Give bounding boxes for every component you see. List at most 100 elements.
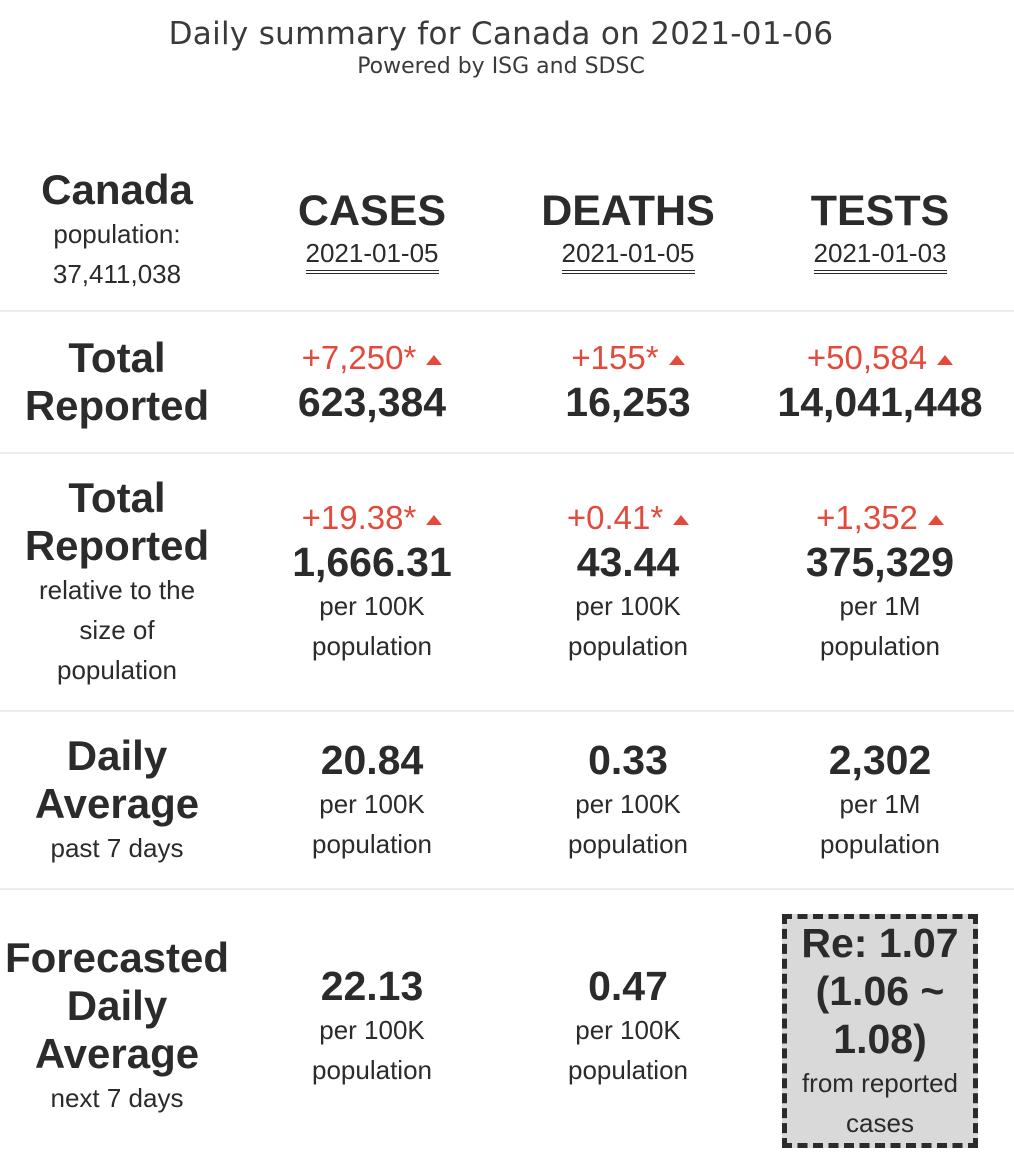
unit-line: population [312, 631, 432, 661]
cases-relative-value: 1,666.31 [292, 539, 452, 585]
unit-line: per 100K [319, 1014, 425, 1045]
daily-average-row: Daily Average past 7 days 20.84 per 100K… [0, 712, 1014, 890]
delta-text: +0.41* [566, 499, 664, 536]
row-label-line: Reported [24, 522, 210, 569]
tests-label: TESTS [810, 187, 950, 235]
tests-delta: +50,584 [806, 338, 954, 378]
tests-date: 2021-01-03 [813, 236, 947, 274]
row-sublabel: size of [79, 615, 155, 645]
unit-line: per 1M [839, 591, 921, 621]
re-value: Re: 1.07 [801, 919, 959, 966]
row-label-line: Total [68, 474, 166, 521]
deaths-average-value: 0.33 [588, 737, 668, 783]
row-sublabel: next 7 days [50, 1082, 184, 1113]
row-label-line: Reported [24, 382, 210, 429]
delta-text: +155* [571, 339, 659, 376]
row-label-line: Daily [66, 732, 168, 779]
up-triangle-icon [927, 515, 944, 525]
re-range: (1.06 ~ [815, 967, 945, 1014]
deaths-delta: +155* [571, 338, 685, 378]
deaths-total-cell: +155* 16,253 [510, 312, 746, 452]
region-cell: Canada population: 37,411,038 [0, 150, 234, 310]
deaths-date: 2021-01-05 [561, 236, 695, 274]
unit-line: population [568, 1054, 688, 1085]
up-triangle-icon [673, 515, 690, 525]
tests-delta: +1,352 [816, 498, 944, 538]
deaths-relative-cell: +0.41* 43.44 per 100K population [510, 454, 746, 710]
row-label: Total Reported relative to the size of p… [0, 454, 234, 710]
unit-line: population [820, 631, 940, 661]
tests-average-value: 2,302 [828, 737, 932, 783]
cases-forecast-value: 22.13 [320, 962, 424, 1009]
cases-average-value: 20.84 [320, 737, 424, 783]
unit-line: per 100K [575, 789, 681, 819]
deaths-delta: +0.41* [566, 498, 690, 538]
cases-delta: +19.38* [302, 498, 443, 538]
unit-line: population [568, 829, 688, 859]
unit-line: population [312, 1054, 432, 1085]
deaths-average-cell: 0.33 per 100K population [510, 712, 746, 888]
deaths-forecast-cell: 0.47 per 100K population [510, 890, 746, 1161]
cases-total-cell: +7,250* 623,384 [234, 312, 510, 452]
row-label: Forecasted Daily Average next 7 days [0, 890, 234, 1161]
row-sublabel: population [57, 655, 177, 685]
cases-forecast-cell: 22.13 per 100K population [234, 890, 510, 1161]
unit-line: per 100K [575, 591, 681, 621]
total-reported-row: Total Reported +7,250* 623,384 +155* 16,… [0, 312, 1014, 454]
up-triangle-icon [668, 355, 685, 365]
tests-total: 14,041,448 [777, 379, 983, 425]
page-header: Daily summary for Canada on 2021-01-06 P… [0, 0, 1002, 79]
delta-text: +7,250* [301, 339, 417, 376]
delta-text: +19.38* [301, 499, 417, 536]
unit-line: population [820, 829, 940, 859]
unit-line: population [568, 631, 688, 661]
deaths-relative-value: 43.44 [576, 539, 680, 585]
cases-label: CASES [297, 187, 447, 235]
row-sublabel: relative to the [38, 575, 196, 605]
tests-average-cell: 2,302 per 1M population [746, 712, 1014, 888]
cases-date: 2021-01-05 [305, 236, 439, 274]
up-triangle-icon [937, 355, 954, 365]
re-range: 1.08) [833, 1015, 927, 1062]
unit-line: per 100K [319, 789, 425, 819]
deaths-header: DEATHS 2021-01-05 [510, 150, 746, 310]
cases-average-cell: 20.84 per 100K population [234, 712, 510, 888]
row-label: Total Reported [0, 312, 234, 452]
population-value: 37,411,038 [52, 259, 182, 289]
row-label-line: Average [34, 1029, 200, 1077]
cases-total: 623,384 [297, 379, 447, 425]
relative-row: Total Reported relative to the size of p… [0, 454, 1014, 712]
column-header-row: Canada population: 37,411,038 CASES 2021… [0, 150, 1014, 312]
re-note: cases [846, 1107, 914, 1138]
region-name: Canada [41, 166, 193, 213]
summary-table: Canada population: 37,411,038 CASES 2021… [0, 150, 1014, 1161]
unit-line: population [312, 829, 432, 859]
page-title: Daily summary for Canada on 2021-01-06 [168, 16, 834, 52]
deaths-forecast-value: 0.47 [588, 962, 668, 1009]
deaths-total: 16,253 [565, 379, 691, 425]
population-label: population: [53, 219, 181, 249]
cases-delta: +7,250* [302, 338, 443, 378]
unit-line: per 1M [839, 789, 921, 819]
tests-relative-cell: +1,352 375,329 per 1M population [746, 454, 1014, 710]
cases-relative-cell: +19.38* 1,666.31 per 100K population [234, 454, 510, 710]
delta-text: +50,584 [806, 339, 928, 376]
tests-total-cell: +50,584 14,041,448 [746, 312, 1014, 452]
up-triangle-icon [426, 355, 443, 365]
page-subtitle: Powered by ISG and SDSC [357, 54, 645, 79]
row-label: Daily Average past 7 days [0, 712, 234, 888]
re-note: from reported [801, 1067, 959, 1098]
forecast-row: Forecasted Daily Average next 7 days 22.… [0, 890, 1014, 1161]
unit-line: per 100K [575, 1014, 681, 1045]
delta-text: +1,352 [816, 499, 918, 536]
unit-line: per 100K [319, 591, 425, 621]
row-label-line: Daily [66, 981, 168, 1029]
tests-relative-value: 375,329 [805, 539, 955, 585]
re-cell: Re: 1.07 (1.06 ~ 1.08) from reported cas… [746, 890, 1014, 1161]
deaths-label: DEATHS [541, 187, 715, 235]
re-box: Re: 1.07 (1.06 ~ 1.08) from reported cas… [782, 913, 978, 1148]
tests-header: TESTS 2021-01-03 [746, 150, 1014, 310]
row-label-line: Total [68, 334, 166, 381]
row-label-line: Forecasted [4, 933, 230, 981]
up-triangle-icon [426, 515, 443, 525]
